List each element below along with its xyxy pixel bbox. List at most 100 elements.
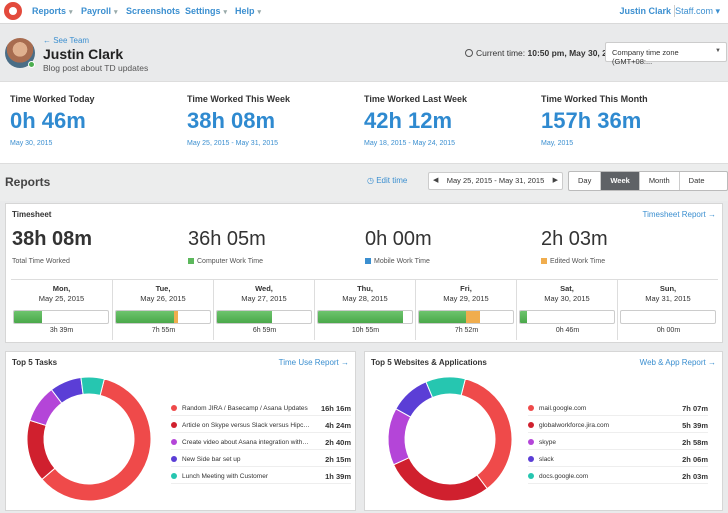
period-toggle: Day Week Month Date Range xyxy=(568,171,728,191)
clock-icon xyxy=(465,49,473,57)
current-time: Current time: 10:50 pm, May 30, 2015 xyxy=(465,48,621,58)
chevron-down-icon: ▾ xyxy=(69,9,73,16)
legend-item[interactable]: Random JIRA / Basecamp / Asana Updates 16… xyxy=(171,402,351,416)
period-week-button[interactable]: Week xyxy=(601,172,640,190)
total-time-caption-text: Total Time Worked xyxy=(12,258,70,265)
legend-item[interactable]: skype 2h 58m xyxy=(528,436,708,450)
stat-value: 157h 36m xyxy=(541,108,642,133)
nav-screenshots-label: Screenshots xyxy=(126,6,181,16)
donut-slice[interactable] xyxy=(392,457,488,502)
mobile-time-value: 0h 00m xyxy=(365,228,432,250)
chevron-down-icon: ▼ xyxy=(715,48,721,54)
stat-date-link[interactable]: May 30, 2015 xyxy=(10,140,53,147)
day-of-week: Thu, xyxy=(357,284,373,293)
day-column: Sat, May 30, 2015 0h 46m xyxy=(516,280,617,340)
legend-dot-icon xyxy=(171,405,177,411)
donut-slice[interactable] xyxy=(395,381,434,418)
edited-swatch-icon xyxy=(541,258,547,264)
time-stats: Time Worked Today 0h 46m May 30, 2015 Ti… xyxy=(0,81,728,164)
legend-value: 1h 39m xyxy=(325,472,351,481)
legend-name: Lunch Meeting with Customer xyxy=(182,473,268,480)
stat-value: 0h 46m xyxy=(10,108,86,133)
donut-slice[interactable] xyxy=(460,378,513,490)
reports-title: Reports xyxy=(5,175,51,189)
legend-dot-icon xyxy=(171,473,177,479)
day-of-week: Fri, xyxy=(460,284,472,293)
donut-slice[interactable] xyxy=(26,419,56,481)
date-range-picker[interactable]: ◀ May 25, 2015 - May 31, 2015 ▶ xyxy=(428,172,563,190)
timesheet-report-link[interactable]: Timesheet Report → xyxy=(642,210,716,219)
nav-user-name[interactable]: Justin Clark xyxy=(619,6,671,16)
day-column: Fri, May 29, 2015 7h 52m xyxy=(415,280,516,340)
web-app-report-link[interactable]: Web & App Report → xyxy=(639,358,716,367)
legend-dot-icon xyxy=(528,422,534,428)
user-status-text: Blog post about TD updates xyxy=(43,63,149,73)
legend-item[interactable]: New Side bar set up 2h 15m xyxy=(171,453,351,467)
legend-value: 7h 07m xyxy=(682,404,708,413)
nav-payroll[interactable]: Payroll ▾ xyxy=(81,6,118,16)
nav-settings[interactable]: Settings ▾ xyxy=(185,6,227,16)
app-logo-icon[interactable] xyxy=(4,2,22,20)
edit-time-link[interactable]: ◷ Edit time xyxy=(367,176,407,185)
donut-slice[interactable] xyxy=(425,376,466,399)
top-tasks-panel: Top 5 Tasks Time Use Report → Random JIR… xyxy=(5,351,356,511)
stat-date-link[interactable]: May 18, 2015 - May 24, 2015 xyxy=(364,140,456,147)
legend-value: 2h 40m xyxy=(325,438,351,447)
legend-item[interactable]: Create video about Asana integration wit… xyxy=(171,436,351,450)
legend-item[interactable]: Lunch Meeting with Customer 1h 39m xyxy=(171,470,351,484)
day-progress-bar xyxy=(317,310,413,324)
websites-legend: mail.google.com 7h 07m globalworkforce.jir… xyxy=(528,402,713,484)
edited-time-fill xyxy=(466,311,481,323)
period-day-button[interactable]: Day xyxy=(569,172,602,190)
nav-divider xyxy=(674,5,675,17)
day-of-week: Mon, xyxy=(52,284,71,293)
day-header: Mon, May 25, 2015 xyxy=(11,284,112,304)
see-team-link[interactable]: ← See Team xyxy=(43,36,90,45)
nav-org-menu[interactable]: Staff.com ▾ xyxy=(675,6,720,16)
date-range-value: May 25, 2015 - May 31, 2015 xyxy=(446,176,545,185)
stat-this-month: Time Worked This Month 157h 36m May, 201… xyxy=(541,94,648,147)
period-month-button[interactable]: Month xyxy=(640,172,680,190)
computer-time-fill xyxy=(14,311,43,323)
user-header: ← See Team Justin Clark Blog post about … xyxy=(0,24,728,81)
nav-screenshots[interactable]: Screenshots xyxy=(126,6,180,16)
legend-item[interactable]: mail.google.com 7h 07m xyxy=(528,402,708,416)
nav-settings-label: Settings xyxy=(185,6,221,16)
legend-item[interactable]: Article on Skype versus Slack versus Hip… xyxy=(171,419,351,433)
day-column: Thu, May 28, 2015 10h 55m xyxy=(314,280,415,340)
donut-slice[interactable] xyxy=(41,378,152,502)
day-progress-bar xyxy=(418,310,514,324)
legend-name: New Side bar set up xyxy=(182,456,241,463)
nav-payroll-label: Payroll xyxy=(81,6,112,16)
legend-item[interactable]: slack 2h 06m xyxy=(528,453,708,467)
timezone-select[interactable]: Company time zone (GMT+08:... ▼ xyxy=(605,42,727,66)
stat-value: 42h 12m xyxy=(364,108,453,133)
edited-time-value: 2h 03m xyxy=(541,228,608,250)
next-range-icon[interactable]: ▶ xyxy=(552,177,558,184)
chevron-down-icon: ▾ xyxy=(223,9,228,16)
stat-date-link[interactable]: May 25, 2015 - May 31, 2015 xyxy=(187,140,279,147)
day-progress-bar xyxy=(519,310,615,324)
legend-item[interactable]: globalworkforce.jira.com 5h 39m xyxy=(528,419,708,433)
stat-label: Time Worked This Month xyxy=(541,94,648,104)
legend-name: slack xyxy=(539,456,554,463)
legend-item[interactable]: docs.google.com 2h 03m xyxy=(528,470,708,484)
time-use-report-link[interactable]: Time Use Report → xyxy=(278,358,349,367)
day-date: May 30, 2015 xyxy=(544,294,590,303)
donut-slice[interactable] xyxy=(387,408,412,466)
total-time-value: 38h 08m xyxy=(12,228,93,250)
day-total: 7h 52m xyxy=(454,327,479,334)
donut-slice[interactable] xyxy=(80,376,105,397)
day-date: May 26, 2015 xyxy=(140,294,186,303)
prev-range-icon[interactable]: ◀ xyxy=(433,177,439,184)
daily-breakdown: Mon, May 25, 2015 3h 39m Tue, May 26, 2015 7h… xyxy=(11,279,718,340)
day-header: Tue, May 26, 2015 xyxy=(113,284,213,304)
edited-time-caption-text: Edited Work Time xyxy=(550,258,606,265)
edit-time-label: Edit time xyxy=(376,176,408,185)
day-header: Sat, May 30, 2015 xyxy=(517,284,617,304)
stat-date-link[interactable]: May, 2015 xyxy=(541,140,574,147)
period-date-range-button[interactable]: Date Range xyxy=(688,176,705,185)
nav-reports[interactable]: Reports ▾ xyxy=(32,6,73,16)
nav-help[interactable]: Help ▾ xyxy=(235,6,261,16)
stat-last-week: Time Worked Last Week 42h 12m May 18, 20… xyxy=(364,94,467,147)
